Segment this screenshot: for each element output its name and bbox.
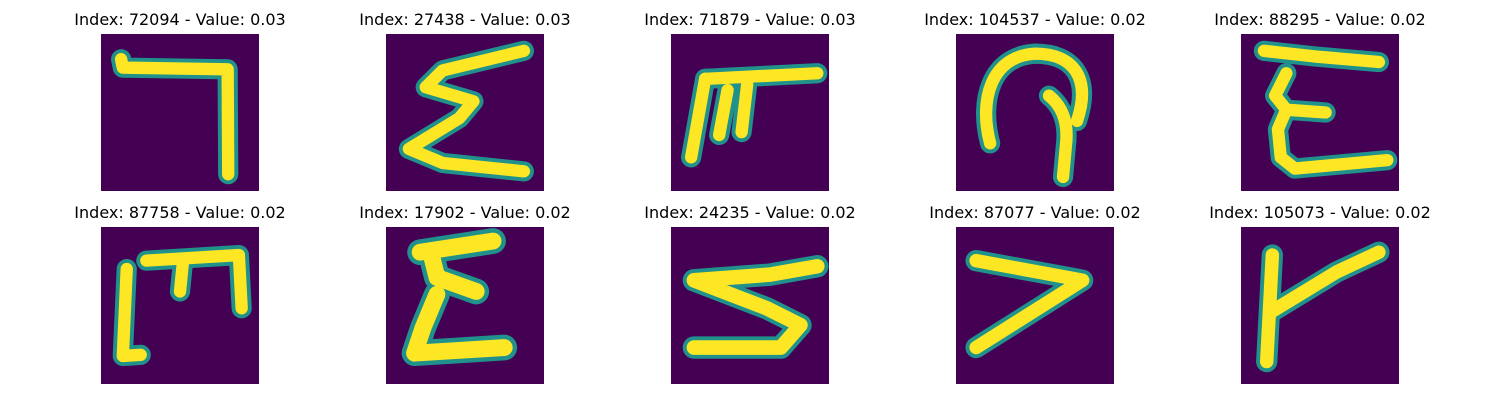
panel-title: Index: 105073 - Value: 0.02 — [1209, 203, 1431, 222]
panel-image — [956, 227, 1114, 384]
glyph-bracket-m-image — [112, 244, 252, 367]
glyph-epsilon-bold-image — [401, 228, 518, 367]
panel-image — [101, 34, 259, 191]
panel-3: Index: 71879 - Value: 0.03 — [605, 0, 895, 191]
glyph-s-zigzag-image — [682, 255, 829, 359]
panel-image — [1241, 34, 1399, 191]
panel-6: Index: 87758 - Value: 0.02 — [35, 193, 325, 384]
panel-image — [386, 227, 544, 384]
panel-8: Index: 24235 - Value: 0.02 — [605, 193, 895, 384]
panel-title: Index: 87077 - Value: 0.02 — [929, 203, 1141, 222]
glyph-sigma-zigzag-image — [398, 40, 534, 182]
panel-5: Index: 88295 - Value: 0.02 — [1175, 0, 1465, 191]
panel-title: Index: 71879 - Value: 0.03 — [644, 10, 856, 29]
panel-title: Index: 27438 - Value: 0.03 — [359, 10, 571, 29]
panel-image — [956, 34, 1114, 191]
panel-title: Index: 24235 - Value: 0.02 — [644, 203, 856, 222]
panel-title: Index: 104537 - Value: 0.02 — [924, 10, 1146, 29]
glyph-pi-tee-image — [681, 63, 828, 168]
glyph-epsilon-image — [1253, 40, 1398, 179]
glyph-angle-seven-image — [965, 249, 1094, 359]
glyph-loop-hook-image — [976, 43, 1092, 188]
panel-title: Index: 87758 - Value: 0.02 — [74, 203, 286, 222]
panel-image — [101, 227, 259, 384]
panel-image — [671, 227, 829, 384]
panel-10: Index: 105073 - Value: 0.02 — [1175, 193, 1465, 384]
panel-title: Index: 17902 - Value: 0.02 — [359, 203, 571, 222]
panel-title: Index: 72094 - Value: 0.03 — [74, 10, 286, 29]
panel-2: Index: 27438 - Value: 0.03 — [320, 0, 610, 191]
glyph-bracket-hook-image — [111, 49, 239, 185]
panel-1: Index: 72094 - Value: 0.03 — [35, 0, 325, 191]
panel-title: Index: 88295 - Value: 0.02 — [1214, 10, 1426, 29]
panel-image — [386, 34, 544, 191]
glyph-k-branch-image — [1256, 241, 1390, 373]
panel-7: Index: 17902 - Value: 0.02 — [320, 193, 610, 384]
panel-4: Index: 104537 - Value: 0.02 — [890, 0, 1180, 191]
panel-9: Index: 87077 - Value: 0.02 — [890, 193, 1180, 384]
panel-image — [1241, 227, 1399, 384]
panel-image — [671, 34, 829, 191]
